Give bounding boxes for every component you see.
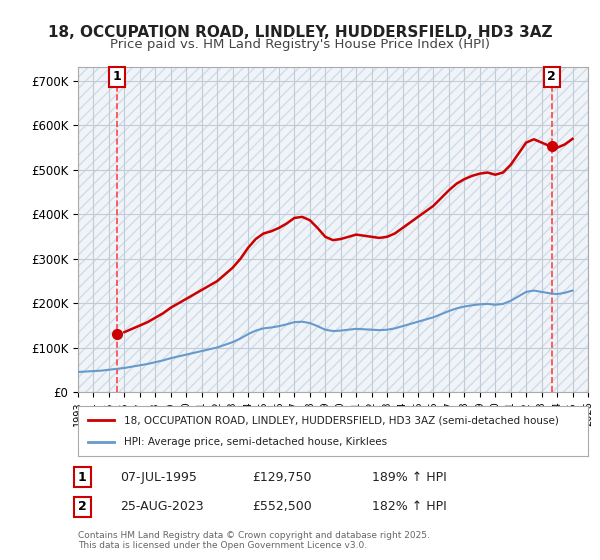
Text: 182% ↑ HPI: 182% ↑ HPI [372,500,447,514]
Text: Contains HM Land Registry data © Crown copyright and database right 2025.
This d: Contains HM Land Registry data © Crown c… [78,530,430,550]
Text: £552,500: £552,500 [252,500,312,514]
Text: 2: 2 [547,71,556,83]
Text: Price paid vs. HM Land Registry's House Price Index (HPI): Price paid vs. HM Land Registry's House … [110,38,490,50]
Text: 1: 1 [78,470,87,484]
Text: 25-AUG-2023: 25-AUG-2023 [120,500,203,514]
Text: 18, OCCUPATION ROAD, LINDLEY, HUDDERSFIELD, HD3 3AZ: 18, OCCUPATION ROAD, LINDLEY, HUDDERSFIE… [48,25,552,40]
Text: 18, OCCUPATION ROAD, LINDLEY, HUDDERSFIELD, HD3 3AZ (semi-detached house): 18, OCCUPATION ROAD, LINDLEY, HUDDERSFIE… [124,415,559,425]
Text: £129,750: £129,750 [252,470,311,484]
Text: 1: 1 [113,71,121,83]
Text: 189% ↑ HPI: 189% ↑ HPI [372,470,447,484]
Bar [78,67,588,392]
Text: 2: 2 [78,500,87,514]
Text: HPI: Average price, semi-detached house, Kirklees: HPI: Average price, semi-detached house,… [124,437,387,447]
Text: 07-JUL-1995: 07-JUL-1995 [120,470,197,484]
